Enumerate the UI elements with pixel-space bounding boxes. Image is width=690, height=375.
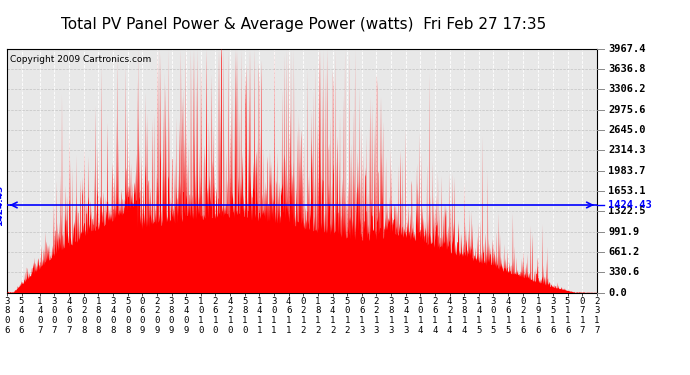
- Text: 1424.43: 1424.43: [0, 184, 4, 226]
- Text: 0.0: 0.0: [608, 288, 627, 297]
- Text: 3306.2: 3306.2: [608, 84, 646, 94]
- Text: 1322.5: 1322.5: [608, 206, 646, 216]
- Text: 991.9: 991.9: [608, 226, 639, 237]
- Text: 2975.6: 2975.6: [608, 105, 646, 115]
- Text: 2645.0: 2645.0: [608, 125, 646, 135]
- Text: 2314.3: 2314.3: [608, 146, 646, 155]
- Text: 1983.7: 1983.7: [608, 166, 646, 176]
- Text: 3636.8: 3636.8: [608, 64, 646, 74]
- Text: 1653.1: 1653.1: [608, 186, 646, 196]
- Text: Total PV Panel Power & Average Power (watts)  Fri Feb 27 17:35: Total PV Panel Power & Average Power (wa…: [61, 17, 546, 32]
- Text: 661.2: 661.2: [608, 247, 639, 257]
- Text: 3967.4: 3967.4: [608, 44, 646, 54]
- Text: Copyright 2009 Cartronics.com: Copyright 2009 Cartronics.com: [10, 55, 151, 64]
- Text: 1424.43: 1424.43: [608, 200, 652, 210]
- Text: 330.6: 330.6: [608, 267, 639, 277]
